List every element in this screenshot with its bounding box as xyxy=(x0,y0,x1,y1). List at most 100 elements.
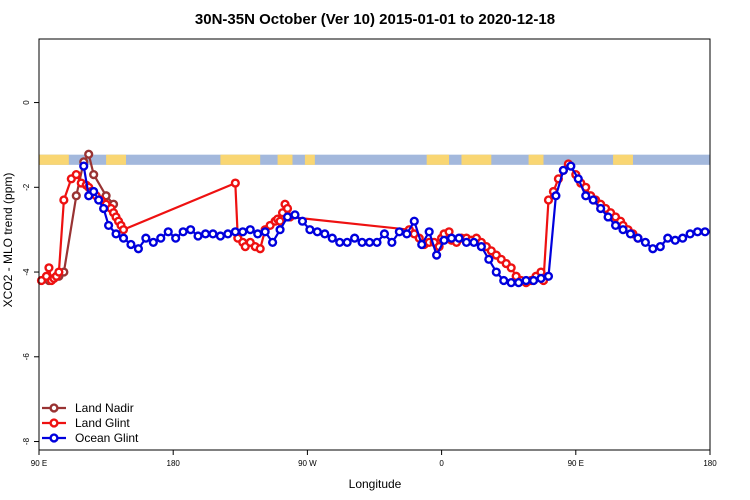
data-point-ocean-glint xyxy=(610,220,621,231)
y-tick-label: -8 xyxy=(22,437,31,445)
data-point-ocean-glint xyxy=(596,203,606,214)
data-point-ocean-glint xyxy=(476,242,486,252)
data-point-land-glint xyxy=(54,267,64,277)
data-point-ocean-glint xyxy=(312,227,322,237)
x-axis-label: Longitude xyxy=(349,477,402,491)
data-point-ocean-glint xyxy=(581,191,591,201)
y-tick-label: -2 xyxy=(22,183,31,191)
data-point-ocean-glint xyxy=(178,227,188,237)
data-point-land-nadir xyxy=(71,191,81,201)
data-point-ocean-glint xyxy=(618,225,628,235)
data-point-ocean-glint xyxy=(327,233,337,243)
data-point-ocean-glint xyxy=(156,233,166,243)
data-point-ocean-glint xyxy=(320,229,330,239)
data-point-ocean-glint xyxy=(461,237,472,247)
data-point-ocean-glint xyxy=(79,161,89,171)
data-point-ocean-glint xyxy=(282,212,293,222)
surface-band-ocean xyxy=(39,154,710,165)
data-point-ocean-glint xyxy=(700,227,710,237)
y-axis-label: XCO2 - MLO trend (ppm) xyxy=(1,173,15,308)
data-point-ocean-glint xyxy=(588,195,598,205)
data-point-land-glint xyxy=(282,203,293,214)
surface-band xyxy=(39,154,710,165)
data-point-ocean-glint xyxy=(558,165,568,175)
data-point-land-glint xyxy=(255,244,265,254)
data-point-land-glint xyxy=(71,169,81,180)
data-point-land-nadir xyxy=(84,149,94,159)
data-point-ocean-glint xyxy=(439,235,449,245)
data-point-ocean-glint xyxy=(528,275,539,286)
data-point-ocean-glint xyxy=(640,237,650,247)
surface-band-land xyxy=(613,154,633,165)
surface-band-land xyxy=(426,154,450,165)
data-point-ocean-glint xyxy=(670,235,680,245)
data-point-ocean-glint xyxy=(208,229,218,239)
surface-band-land xyxy=(528,154,544,165)
x-tick-label: 90 E xyxy=(568,459,584,468)
data-point-ocean-glint xyxy=(678,233,688,243)
data-point-ocean-glint xyxy=(290,210,300,220)
surface-band-land xyxy=(461,154,492,165)
data-point-land-glint xyxy=(118,225,129,235)
series-line-land-glint xyxy=(40,162,639,284)
plot-frame xyxy=(38,38,711,451)
data-point-ocean-glint xyxy=(566,161,576,171)
data-point-ocean-glint xyxy=(268,237,278,247)
y-tick-label: -6 xyxy=(22,353,31,361)
data-point-ocean-glint xyxy=(350,233,360,243)
data-point-ocean-glint xyxy=(625,229,636,239)
data-point-ocean-glint xyxy=(126,239,136,250)
data-point-ocean-glint xyxy=(648,244,658,254)
data-point-ocean-glint xyxy=(238,227,248,237)
data-point-ocean-glint xyxy=(118,233,129,243)
x-tick-label: 90 E xyxy=(31,459,47,468)
data-point-ocean-glint xyxy=(305,225,315,235)
series-ocean-glint xyxy=(79,161,710,288)
data-point-ocean-glint xyxy=(148,237,158,247)
data-point-ocean-glint xyxy=(163,227,173,237)
data-point-ocean-glint xyxy=(655,242,665,252)
data-point-ocean-glint xyxy=(230,227,240,237)
data-point-ocean-glint xyxy=(275,225,285,235)
surface-band-land xyxy=(304,154,315,165)
data-point-ocean-glint xyxy=(193,231,203,241)
data-point-ocean-glint xyxy=(141,233,151,243)
data-point-ocean-glint xyxy=(536,273,546,283)
data-point-ocean-glint xyxy=(223,229,233,239)
data-point-ocean-glint xyxy=(372,237,382,247)
data-point-ocean-glint xyxy=(253,229,263,239)
data-point-ocean-glint xyxy=(394,227,404,237)
data-point-ocean-glint xyxy=(215,231,226,241)
data-point-ocean-glint xyxy=(663,233,673,243)
data-point-ocean-glint xyxy=(133,244,144,254)
legend-label-land-nadir: Land Nadir xyxy=(75,401,134,415)
x-tick-label: 90 W xyxy=(298,459,317,468)
data-point-ocean-glint xyxy=(89,186,99,197)
data-point-ocean-glint xyxy=(685,229,695,239)
x-tick-label: 0 xyxy=(439,459,444,468)
data-point-ocean-glint xyxy=(514,278,524,288)
data-point-land-nadir xyxy=(89,169,99,180)
data-point-ocean-glint xyxy=(432,250,442,260)
data-point-ocean-glint xyxy=(446,233,457,243)
data-point-ocean-glint xyxy=(200,229,211,239)
data-point-ocean-glint xyxy=(245,225,255,235)
data-point-ocean-glint xyxy=(543,271,554,281)
legend-marker-land-glint xyxy=(49,418,59,428)
data-point-ocean-glint xyxy=(417,239,427,250)
x-axis: 90 E 180 90 W 0 90 E 180 xyxy=(31,450,717,468)
data-point-ocean-glint xyxy=(454,233,464,243)
data-point-ocean-glint xyxy=(424,227,434,237)
series-layer xyxy=(36,149,710,288)
data-point-land-glint xyxy=(543,195,554,205)
surface-band-land xyxy=(106,154,126,165)
data-point-ocean-glint xyxy=(521,275,531,286)
legend-marker-land-nadir xyxy=(49,403,59,413)
data-point-ocean-glint xyxy=(402,229,412,239)
data-point-ocean-glint xyxy=(185,225,196,235)
data-point-ocean-glint xyxy=(260,227,270,237)
data-point-ocean-glint xyxy=(692,227,703,237)
y-tick-label: 0 xyxy=(22,100,31,105)
data-point-land-glint xyxy=(230,178,240,188)
data-point-ocean-glint xyxy=(94,195,104,205)
